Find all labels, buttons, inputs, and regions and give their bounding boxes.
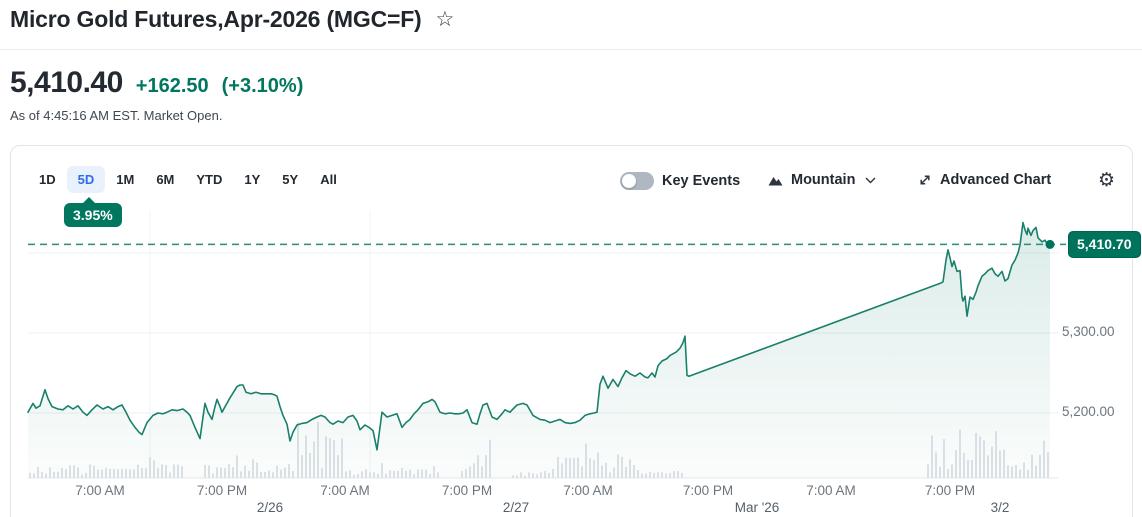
key-events-label: Key Events [662, 173, 741, 189]
tooltip-arrow [82, 197, 96, 204]
chart-type-label: Mountain [791, 172, 856, 188]
x-axis-label: 7:00 AM [320, 483, 370, 498]
x-axis-label: 7:00 PM [441, 483, 493, 498]
price-change-percent: (+3.10%) [221, 75, 304, 97]
chart-plot-area[interactable] [28, 210, 1058, 478]
header-divider [0, 49, 1142, 50]
x-axis-label: 7:00 PM [196, 483, 248, 498]
y-axis-label: 5,300.00 [1062, 324, 1115, 339]
last-price-badge: 5,410.70 [1068, 231, 1141, 259]
x-axis-label: 7:00 PM [682, 483, 734, 498]
price-row: 5,410.40 +162.50 (+3.10%) [10, 66, 303, 100]
last-price: 5,410.40 [10, 66, 123, 99]
chart-type-select[interactable]: Mountain [768, 172, 876, 188]
range-tab-1y[interactable]: 1Y [244, 172, 261, 187]
mountain-icon [768, 176, 783, 185]
chevron-down-icon [865, 177, 876, 183]
advanced-chart-button[interactable]: Advanced Chart [918, 172, 1051, 188]
x-axis-date-label: 2/27 [502, 500, 530, 515]
quote-header: Micro Gold Futures,Apr-2026 (MGC=F) ☆ [10, 6, 454, 33]
star-favorite-icon[interactable]: ☆ [435, 8, 455, 31]
as-of-timestamp: As of 4:45:16 AM EST. Market Open. [10, 108, 223, 123]
settings-gear-icon[interactable]: ⚙ [1098, 170, 1116, 191]
x-axis-date-label: Mar '26 [734, 500, 780, 515]
expand-diagonal-icon [920, 175, 930, 185]
x-axis-date-label: 3/2 [990, 500, 1010, 515]
y-axis-label: 5,200.00 [1062, 404, 1115, 419]
range-tab-1m[interactable]: 1M [116, 172, 135, 187]
page-title: Micro Gold Futures,Apr-2026 (MGC=F) [10, 6, 422, 32]
range-tab-6m[interactable]: 6M [156, 172, 175, 187]
range-tab-5d[interactable]: 5D [66, 166, 106, 193]
toggle-knob [622, 174, 636, 188]
x-axis-label: 7:00 AM [75, 483, 125, 498]
range-tab-ytd[interactable]: YTD [196, 172, 223, 187]
key-events-toggle[interactable] [620, 172, 654, 190]
range-tab-all[interactable]: All [320, 172, 337, 187]
range-tab-1d[interactable]: 1D [39, 172, 56, 187]
range-tabs: 1D 5D 1M 6M YTD 1Y 5Y All [28, 166, 348, 193]
range-tab-5y[interactable]: 5Y [282, 172, 299, 187]
x-axis-label: 7:00 AM [563, 483, 613, 498]
price-change: +162.50 [135, 75, 209, 97]
x-axis-date-label: 2/26 [256, 500, 284, 515]
key-events-control: Key Events [620, 172, 740, 190]
advanced-chart-label: Advanced Chart [940, 172, 1052, 188]
x-axis-label: 7:00 AM [806, 483, 856, 498]
x-axis-label: 7:00 PM [924, 483, 976, 498]
